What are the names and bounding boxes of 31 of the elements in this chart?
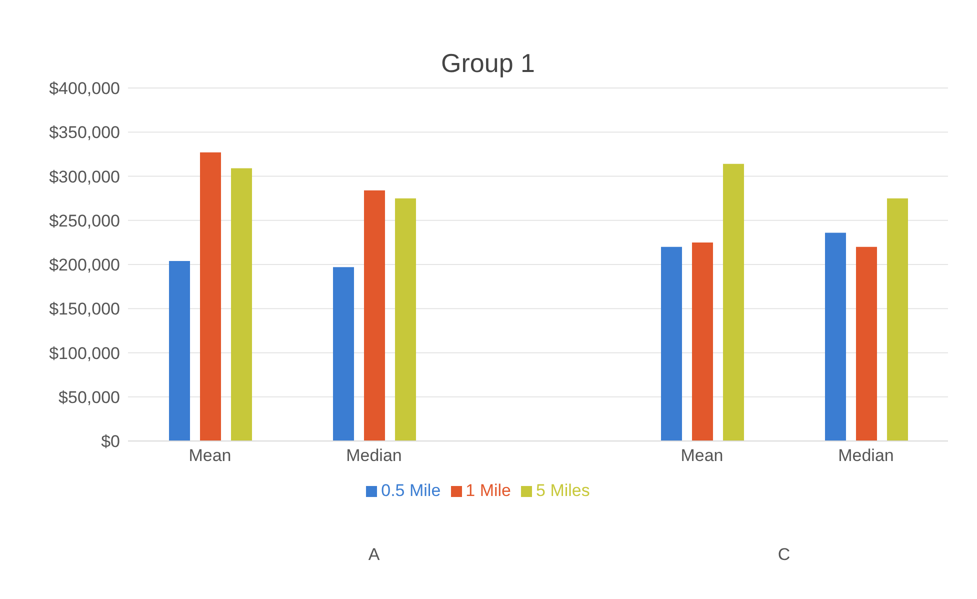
bar [169, 260, 190, 441]
y-tick-label: $250,000 [49, 211, 120, 230]
bar [887, 198, 908, 441]
bar [856, 246, 877, 441]
bar [661, 246, 682, 441]
bar [395, 198, 416, 441]
y-tick-label: $300,000 [49, 167, 120, 186]
bar [231, 168, 252, 441]
y-tick-label: $150,000 [49, 300, 120, 319]
y-tick-label: $350,000 [49, 123, 120, 142]
legend-label: 0.5 Mile [381, 481, 441, 500]
bar [723, 164, 744, 441]
chart-title: Group 1 [440, 48, 536, 79]
bar [200, 152, 221, 441]
text: A [367, 545, 381, 565]
x-tick-label: Mean [188, 446, 232, 466]
legend-label: 5 Miles [536, 481, 590, 500]
bar [692, 242, 713, 441]
y-tick-label: $200,000 [49, 256, 120, 275]
legend-label: 1 Mile [466, 481, 512, 500]
x-tick-label: Median [838, 446, 894, 466]
x-tick-label: Mean [680, 446, 724, 466]
y-tick-label: $50,000 [58, 388, 120, 407]
y-tick-label: $0 [101, 432, 120, 452]
bar [825, 232, 846, 441]
x-tick-label: Median [346, 446, 402, 466]
y-tick-label: $400,000 [49, 79, 120, 98]
y-tick-label: $100,000 [49, 344, 120, 363]
text: C [776, 545, 792, 565]
bar [333, 267, 354, 441]
bar [364, 190, 385, 441]
